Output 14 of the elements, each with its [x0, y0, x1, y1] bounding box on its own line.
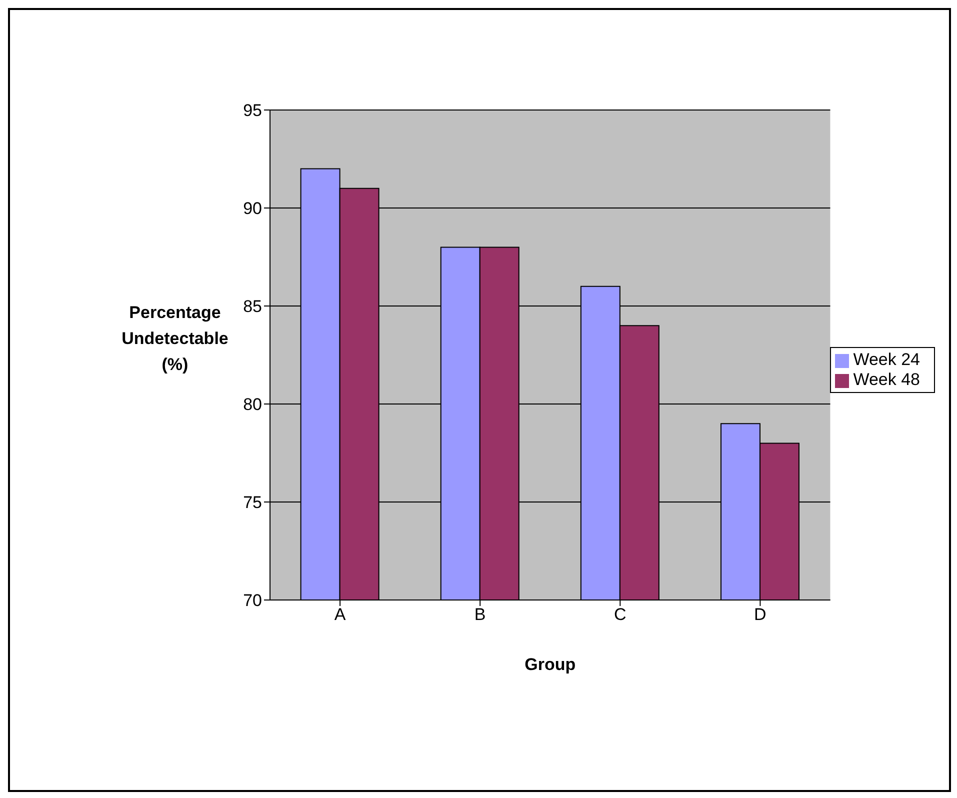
x-tick-label: D: [754, 605, 766, 624]
x-tick-label: B: [474, 605, 486, 624]
x-tick-label: C: [614, 605, 626, 624]
x-tick-label: A: [334, 605, 346, 624]
y-tick-label: 90: [243, 199, 262, 218]
y-tick-label: 95: [243, 101, 262, 120]
y-axis-title: Percentage Undetectable (%): [120, 302, 230, 376]
y-tick-label: 75: [243, 493, 262, 512]
legend-label: Week 24: [853, 350, 920, 369]
x-axis-title: Group: [524, 655, 576, 674]
y-tick-label: 85: [243, 297, 262, 316]
legend-label: Week 48: [853, 370, 920, 389]
y-tick-label: 80: [243, 395, 262, 414]
y-tick-label: 70: [243, 591, 262, 610]
